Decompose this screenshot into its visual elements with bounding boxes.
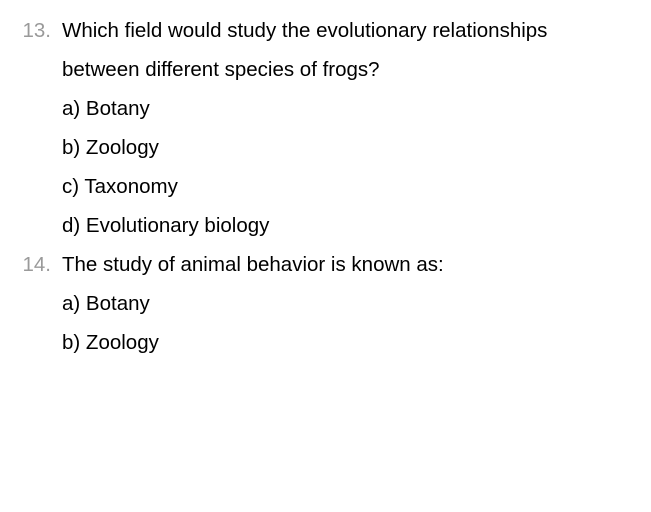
question-text: Which field would study the evolutionary… (62, 12, 629, 90)
option-b: b) Zoology (62, 324, 629, 363)
question-14: 14. The study of animal behavior is know… (22, 246, 629, 363)
question-number: 13. (22, 12, 62, 246)
option-a: a) Botany (62, 90, 629, 129)
question-13: 13. Which field would study the evolutio… (22, 12, 629, 246)
question-body: Which field would study the evolutionary… (62, 12, 629, 246)
question-text: The study of animal behavior is known as… (62, 246, 629, 285)
option-d: d) Evolutionary biology (62, 207, 629, 246)
option-b: b) Zoology (62, 129, 629, 168)
question-body: The study of animal behavior is known as… (62, 246, 629, 363)
question-number: 14. (22, 246, 62, 363)
option-a: a) Botany (62, 285, 629, 324)
option-c: c) Taxonomy (62, 168, 629, 207)
